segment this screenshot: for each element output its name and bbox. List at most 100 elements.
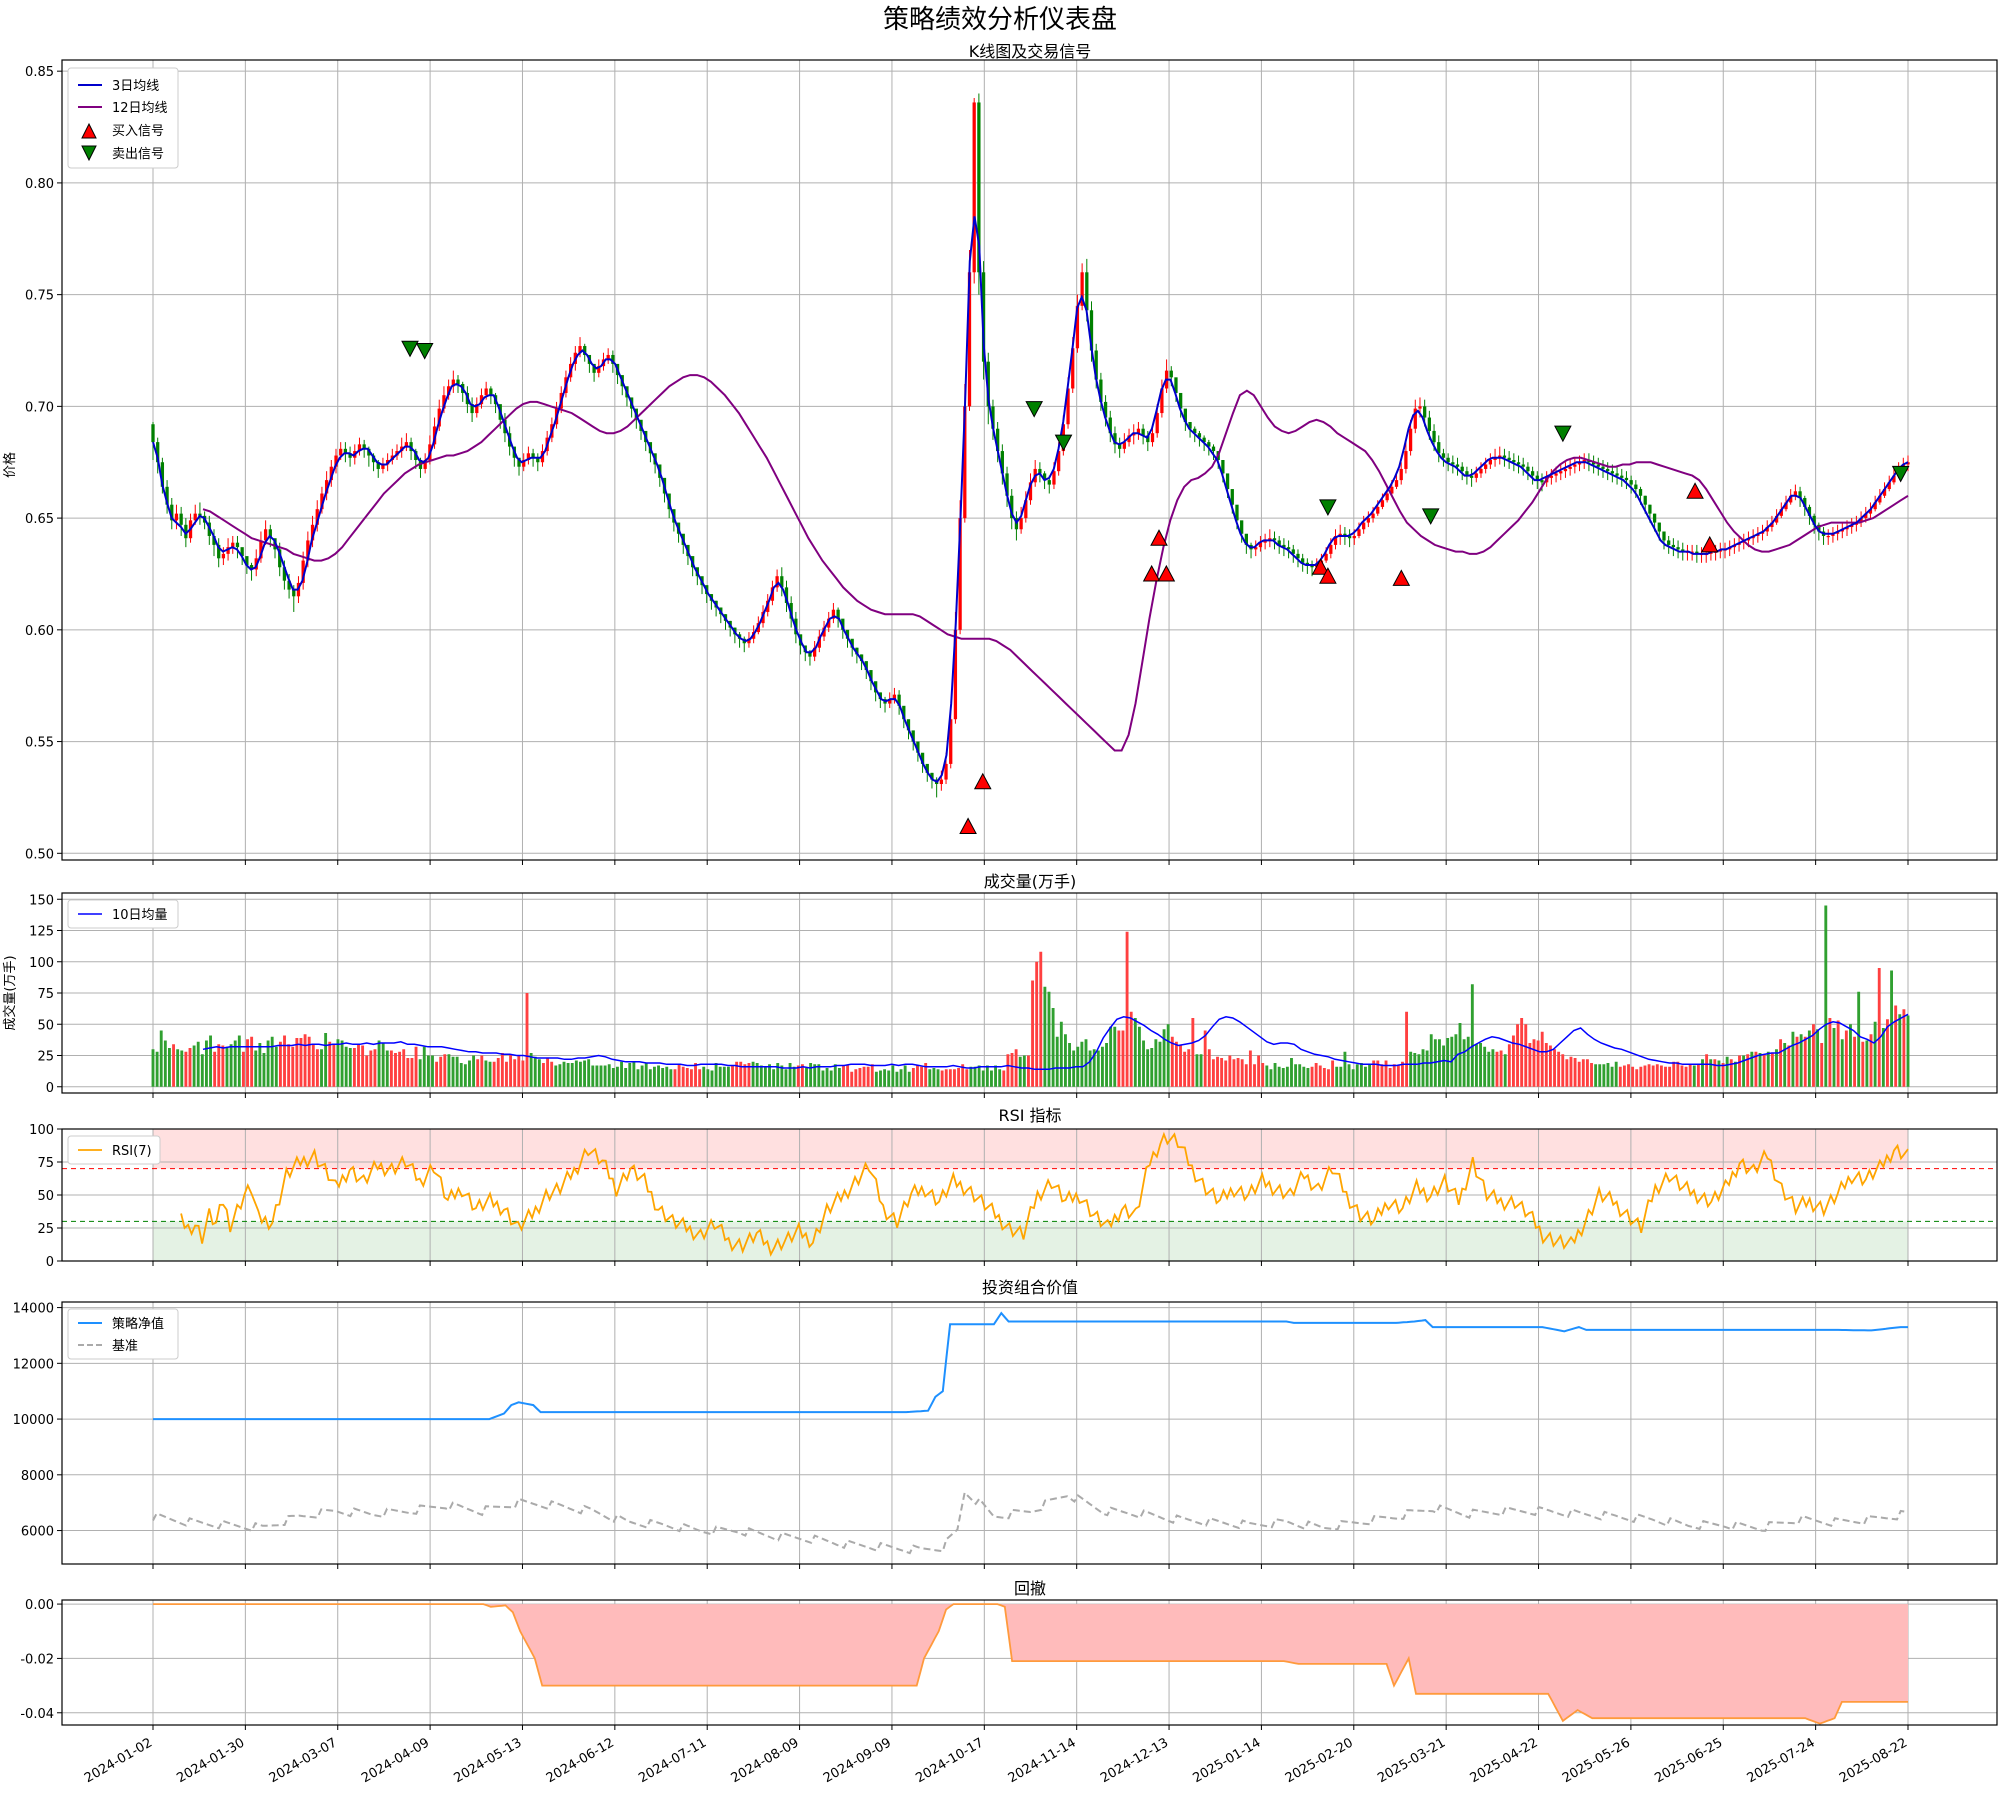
volume-bar — [496, 1058, 500, 1087]
volume-bar — [1709, 1059, 1713, 1087]
candle-body — [1610, 471, 1615, 474]
candle-body — [916, 741, 920, 753]
candle-body — [897, 694, 901, 706]
volume-bar — [1199, 1054, 1203, 1087]
candle-body — [1357, 529, 1361, 536]
volume-bar — [681, 1066, 685, 1087]
volume-bar — [1257, 1055, 1261, 1087]
candle-body — [944, 763, 948, 780]
candle-body — [892, 694, 897, 700]
volume-bar — [558, 1064, 562, 1087]
volume-bar — [837, 1068, 841, 1087]
candle-body — [193, 513, 197, 521]
candle-body — [1624, 477, 1629, 481]
volume-bar — [439, 1056, 443, 1087]
candle-body — [479, 395, 484, 405]
volume-bar — [1849, 1024, 1852, 1087]
sell-signal-marker — [415, 343, 434, 360]
volume-bar — [1413, 1053, 1417, 1087]
volume-bar — [1039, 951, 1043, 1087]
volume-bar — [805, 1068, 808, 1087]
sell-signal-marker — [1421, 508, 1440, 525]
portfolio-panel: 投资组合价值 6000 8000 10000 12000 14000 策略净值 基准 — [13, 1278, 1998, 1569]
volume-bar — [155, 1051, 159, 1087]
candle-body — [1113, 433, 1117, 445]
volume-bar — [743, 1064, 747, 1087]
candle-body — [231, 542, 235, 548]
kline-title: K线图及交易信号 — [969, 42, 1092, 61]
candle-body — [1221, 460, 1225, 474]
volume-bar — [1668, 1066, 1672, 1087]
volume-bar — [1433, 1039, 1437, 1087]
volume-bar — [1462, 1039, 1466, 1087]
candle-body — [170, 504, 174, 521]
sell-signal-marker — [1054, 434, 1073, 452]
volume-bar — [1055, 1036, 1059, 1087]
volume-bar — [463, 1064, 467, 1087]
candle-body — [869, 670, 873, 682]
volume-bar — [1154, 1039, 1158, 1087]
candle-body — [888, 699, 892, 704]
candle-body — [268, 529, 272, 539]
drawdown-line — [153, 1603, 1908, 1725]
volume-bar — [965, 1069, 969, 1087]
volume-bar — [1758, 1053, 1762, 1087]
x-tick-label: 2024-04-09 — [359, 1735, 432, 1786]
volume-bar — [1331, 1060, 1335, 1087]
volume-bar — [1203, 1030, 1207, 1087]
volume-bar — [365, 1055, 369, 1087]
legend-buy-label: 买入信号 — [112, 124, 164, 139]
volume-bar — [1902, 1009, 1906, 1087]
volume-bar — [1816, 1029, 1820, 1087]
candle-body — [597, 366, 601, 373]
y-tick-label: 8000 — [21, 1469, 54, 1484]
volume-bar — [829, 1070, 833, 1087]
candle-body — [1005, 473, 1009, 496]
candle-body — [259, 540, 263, 559]
x-tick-label: 2024-07-11 — [636, 1735, 709, 1786]
x-tick-label: 2024-06-12 — [544, 1735, 617, 1786]
volume-bar — [1898, 1014, 1902, 1087]
y-tick-label: 14000 — [13, 1302, 54, 1317]
volume-bar — [500, 1053, 504, 1087]
candle-body — [1423, 406, 1427, 418]
legend-strategy-label: 策略净值 — [112, 1316, 164, 1332]
candle-body — [864, 661, 868, 671]
volume-bar — [492, 1061, 496, 1087]
candle-body — [841, 618, 845, 630]
candle-body — [1418, 406, 1422, 409]
volume-bar — [435, 1061, 439, 1087]
y-tick-label: 25 — [37, 1222, 54, 1237]
volume-bar — [985, 1065, 989, 1087]
volume-bar — [1384, 1060, 1388, 1087]
volume-bar — [657, 1065, 660, 1087]
candle-body — [212, 535, 216, 545]
buy-signal-marker — [1392, 569, 1411, 586]
volume-bar — [1791, 1031, 1795, 1087]
volume-bar — [1100, 1046, 1104, 1087]
volume-bar — [1581, 1059, 1585, 1087]
volume-bar — [1232, 1059, 1236, 1087]
volume-bar — [1117, 1030, 1121, 1087]
candle-body — [1286, 547, 1291, 550]
volume-bar — [907, 1071, 911, 1087]
rsi-legend: RSI(7) — [67, 1135, 161, 1165]
candle-body — [287, 580, 291, 590]
volume-bar — [780, 1065, 784, 1087]
volume-bar — [373, 1049, 377, 1087]
volume-bar — [163, 1040, 167, 1087]
volume-bar — [1836, 1020, 1840, 1087]
volume-bar — [168, 1048, 171, 1087]
volume-bar — [887, 1070, 891, 1087]
candle-body — [1291, 549, 1295, 554]
volume-bar — [1569, 1056, 1573, 1087]
volume-bar — [1174, 1041, 1178, 1087]
volume-bar — [702, 1066, 706, 1087]
volume-bar — [1865, 1040, 1869, 1087]
y-tick-label: 0.80 — [25, 177, 54, 192]
volume-bar — [953, 1069, 956, 1087]
volume-bar — [1746, 1054, 1750, 1087]
candle-body — [156, 442, 160, 463]
candle-body — [1404, 451, 1408, 469]
candle-body — [977, 102, 981, 273]
